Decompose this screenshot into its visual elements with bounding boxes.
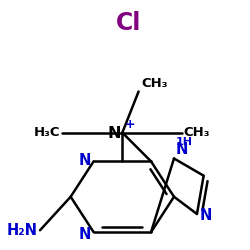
Text: H₂N: H₂N	[6, 223, 37, 238]
Text: H₃C: H₃C	[34, 126, 60, 139]
Text: +: +	[124, 118, 135, 132]
Text: N: N	[108, 126, 121, 141]
Text: CH₃: CH₃	[142, 76, 168, 90]
Text: 1H: 1H	[176, 137, 193, 147]
Text: Cl: Cl	[116, 11, 142, 35]
Text: CH₃: CH₃	[184, 126, 210, 139]
Text: N: N	[78, 153, 91, 168]
Text: N: N	[200, 208, 212, 224]
Text: N: N	[176, 142, 188, 156]
Text: N: N	[78, 226, 91, 242]
